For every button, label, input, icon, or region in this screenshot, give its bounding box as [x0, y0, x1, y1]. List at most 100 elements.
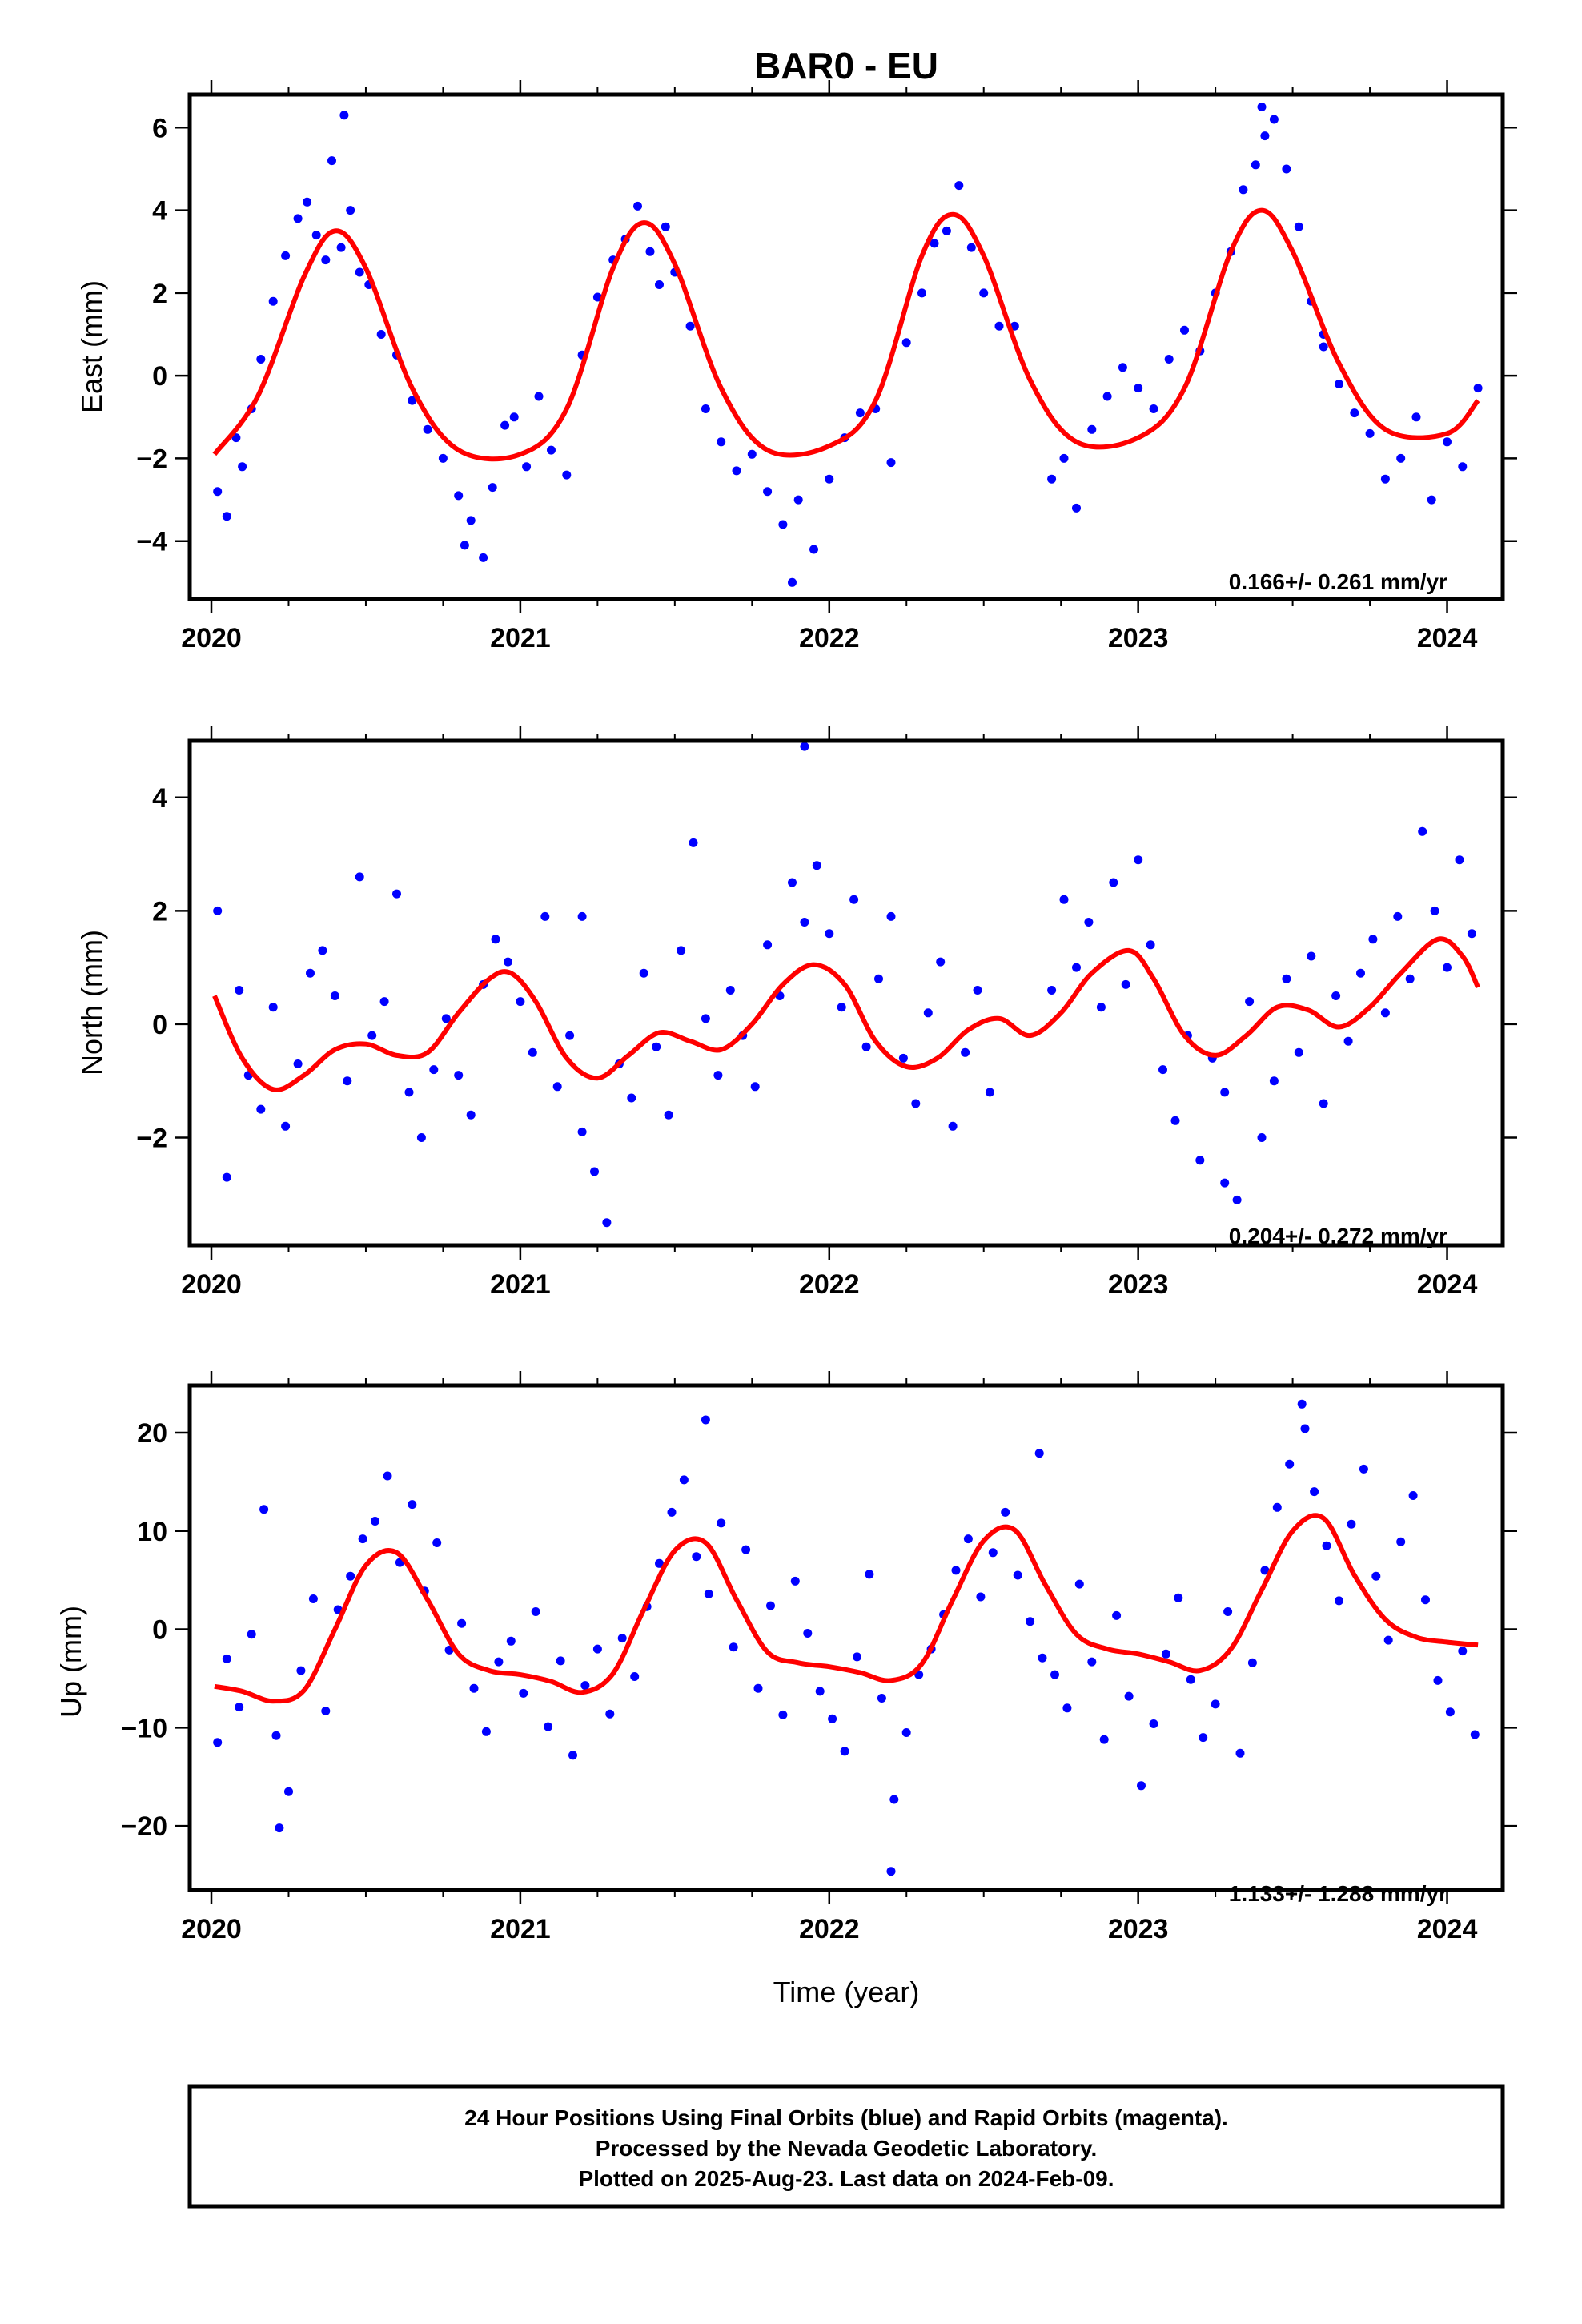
- east-y-tick-label: −2: [136, 444, 167, 474]
- north-fit-line: [212, 936, 1480, 1092]
- up-data-point: [308, 1594, 318, 1603]
- east-fit-line: [212, 207, 1480, 462]
- east-data-point: [633, 201, 642, 211]
- up-data-point: [1445, 1707, 1455, 1717]
- north-data-point: [898, 1053, 908, 1063]
- east-data-point: [268, 296, 278, 306]
- east-data-point: [809, 545, 818, 554]
- east-data-point: [454, 491, 464, 501]
- east-data-point: [1427, 495, 1436, 505]
- north-data-point: [590, 1167, 599, 1176]
- up-data-point: [371, 1517, 379, 1526]
- up-data-point: [284, 1787, 293, 1796]
- north-data-point: [1405, 974, 1415, 983]
- up-data-point: [1074, 1579, 1084, 1589]
- up-data-point: [655, 1558, 664, 1568]
- north-y-tick-label: −2: [136, 1124, 167, 1154]
- up-data-point: [506, 1636, 516, 1646]
- up-data-point: [1087, 1657, 1097, 1667]
- north-data-point: [516, 997, 525, 1007]
- north-data-point: [1257, 1133, 1267, 1142]
- east-data-point: [562, 470, 572, 480]
- north-data-point: [677, 946, 686, 955]
- east-data-point: [942, 226, 951, 235]
- north-data-point: [466, 1110, 476, 1120]
- up-data-point: [1300, 1424, 1310, 1433]
- up-data-point: [259, 1505, 269, 1514]
- east-data-point: [1458, 462, 1468, 472]
- north-data-point: [1269, 1076, 1279, 1086]
- up-data-point: [717, 1518, 726, 1528]
- north-data-point: [911, 1099, 921, 1108]
- north-data-point: [713, 1071, 723, 1080]
- up-y-axis-label: Up (mm): [54, 1606, 87, 1718]
- north-data-point: [825, 929, 834, 939]
- north-data-point: [491, 935, 500, 944]
- up-data-point: [815, 1687, 825, 1696]
- east-data-point: [1239, 185, 1248, 195]
- north-data-point: [1072, 963, 1081, 972]
- east-data-point: [1396, 453, 1406, 463]
- up-data-point: [889, 1795, 899, 1804]
- east-data-point: [1047, 474, 1057, 484]
- east-data-point: [994, 321, 1004, 331]
- north-data-point: [1455, 855, 1464, 865]
- north-data-point: [1430, 906, 1439, 915]
- east-x-tick-label: 2024: [1417, 623, 1478, 653]
- east-data-point: [1072, 503, 1081, 513]
- north-data-point: [528, 1047, 537, 1057]
- up-data-point: [333, 1605, 343, 1614]
- north-data-point: [750, 1082, 760, 1092]
- up-data-point: [568, 1751, 577, 1760]
- north-data-point: [577, 1127, 587, 1136]
- up-data-point: [766, 1601, 775, 1610]
- up-data-point: [544, 1722, 553, 1731]
- east-data-point: [855, 408, 865, 418]
- up-y-tick-label: 0: [152, 1615, 167, 1646]
- up-data-point: [877, 1694, 886, 1703]
- up-data-point: [296, 1666, 306, 1675]
- north-y-tick-label: 4: [152, 783, 167, 814]
- up-data-point: [1322, 1541, 1331, 1550]
- north-data-point: [213, 906, 223, 915]
- north-data-point: [973, 986, 982, 995]
- up-data-point: [1272, 1502, 1282, 1512]
- east-data-point: [1102, 392, 1112, 401]
- east-data-point: [1282, 164, 1291, 174]
- east-data-point: [1335, 380, 1343, 388]
- north-data-point: [577, 911, 587, 921]
- up-data-point: [828, 1714, 837, 1723]
- north-x-tick-label: 2020: [181, 1269, 242, 1300]
- north-data-point: [504, 957, 512, 967]
- up-data-point: [1335, 1596, 1343, 1606]
- north-points: [213, 742, 1476, 1228]
- up-data-point: [1050, 1670, 1059, 1679]
- east-data-point: [423, 424, 432, 434]
- north-data-point: [367, 1031, 377, 1040]
- north-data-point: [763, 940, 773, 950]
- east-data-point: [1269, 115, 1279, 124]
- up-data-point: [213, 1738, 223, 1747]
- north-data-point: [268, 1003, 278, 1012]
- up-data-point: [494, 1657, 504, 1667]
- north-data-point: [355, 872, 364, 882]
- up-data-point: [1137, 1781, 1146, 1791]
- east-data-point: [1260, 131, 1270, 141]
- east-data-point: [1380, 474, 1390, 484]
- up-data-point: [1359, 1464, 1368, 1474]
- east-data-point: [825, 474, 834, 484]
- up-data-point: [1371, 1571, 1381, 1581]
- north-data-point: [1170, 1116, 1180, 1125]
- up-data-point: [271, 1731, 281, 1740]
- up-data-point: [976, 1592, 986, 1602]
- up-data-point: [519, 1688, 528, 1698]
- up-data-point: [235, 1703, 244, 1712]
- east-data-point: [645, 247, 655, 256]
- north-data-point: [936, 957, 946, 967]
- east-data-point: [256, 355, 266, 364]
- north-data-point: [849, 895, 859, 904]
- east-data-point: [1059, 453, 1069, 463]
- east-data-point: [408, 396, 417, 405]
- north-data-point: [281, 1121, 291, 1131]
- east-y-tick-label: −4: [136, 527, 167, 557]
